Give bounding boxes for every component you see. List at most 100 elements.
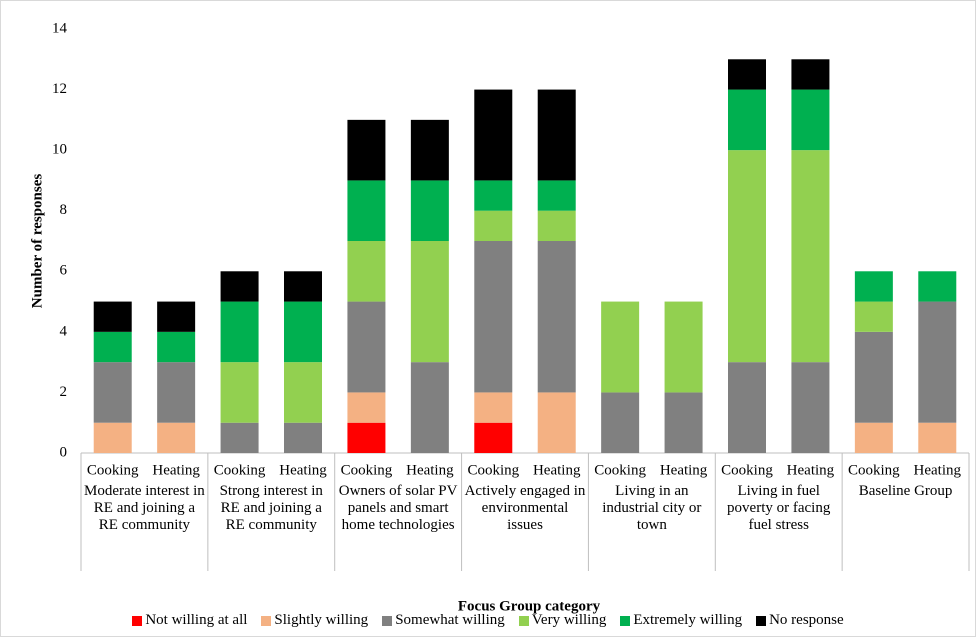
group-label: Strong interest in RE and joining a RE c… (219, 483, 323, 533)
group-label: Living in an industrial city or town (602, 483, 702, 533)
y-tick-label: 6 (60, 263, 68, 279)
bar-segment (93, 331, 132, 363)
bar-segment (410, 119, 449, 181)
x-tick-label: Heating (914, 462, 962, 478)
legend-item: No response (756, 612, 844, 629)
bar-segment (474, 180, 513, 211)
x-tick-label: Cooking (594, 462, 646, 478)
bar-segment (664, 301, 703, 393)
bar-segment (728, 362, 766, 453)
bar-segment (791, 89, 830, 151)
y-tick-label: 10 (52, 142, 67, 158)
bar-segment (537, 89, 576, 181)
bar-segment (791, 59, 830, 90)
bar-segment (347, 119, 386, 181)
bar-segment (284, 301, 322, 363)
legend-item: Very willing (518, 612, 607, 629)
bar-segment (728, 59, 766, 90)
bar-segment (220, 422, 259, 453)
x-tick-label: Cooking (214, 462, 266, 478)
legend-swatch (261, 615, 272, 626)
bar-segment (220, 271, 259, 302)
bar-segment (347, 180, 386, 241)
legend-item: Extremely willing (620, 612, 742, 629)
x-axis-title: Focus Group category (458, 598, 601, 614)
x-tick-label: Heating (152, 462, 200, 478)
y-tick-label: 14 (52, 20, 68, 36)
bar-segment (157, 422, 196, 453)
bar-segment (918, 271, 957, 302)
legend: Not willing at all Slightly willing Somewh… (1, 612, 975, 629)
bar-segment (347, 241, 386, 302)
legend-label: Slightly willing (274, 612, 369, 628)
bar-segment (474, 422, 513, 453)
bar-segment (791, 150, 830, 363)
bar-segment (93, 422, 132, 453)
bar-segment (347, 422, 386, 453)
bar-segment (410, 362, 449, 453)
legend-item: Not willing at all (132, 612, 247, 629)
bar-segment (284, 271, 322, 302)
bar-segment (157, 362, 196, 423)
y-tick-label: 4 (60, 323, 68, 339)
bar-segment (537, 210, 576, 241)
bar-segment (791, 362, 830, 453)
bar-segment (347, 301, 386, 393)
bar-segment (728, 150, 766, 363)
legend-swatch (132, 615, 143, 626)
bar-segment (284, 422, 322, 453)
x-tick-label: Heating (660, 462, 708, 478)
group-label: Owners of solar PV panels and smart home… (338, 483, 458, 533)
bar-segment (410, 180, 449, 241)
bar-segment (410, 241, 449, 363)
legend-label: No response (769, 612, 844, 628)
x-tick-label: Heating (279, 462, 327, 478)
bar-segment (93, 362, 132, 423)
bar-segment (601, 301, 640, 393)
x-tick-label: Heating (533, 462, 581, 478)
y-axis-title: Number of responses (29, 174, 45, 309)
legend-swatch (382, 615, 393, 626)
bar-segment (93, 301, 132, 332)
bar-segment (474, 89, 513, 181)
bar-segment (537, 180, 576, 211)
bar-segment (474, 210, 513, 241)
y-tick-label: 0 (60, 444, 68, 460)
bar-segment (918, 422, 957, 453)
group-label: Living in fuel poverty or facing fuel st… (727, 483, 831, 533)
legend-swatch (518, 615, 529, 626)
x-tick-label: Heating (787, 462, 835, 478)
x-tick-label: Cooking (721, 462, 773, 478)
legend-label: Not willing at all (145, 612, 248, 628)
bar-segment (918, 301, 957, 423)
bar-segment (854, 331, 893, 423)
y-tick-label: 8 (60, 202, 68, 218)
bar-segment (664, 392, 703, 453)
y-tick-label: 12 (52, 81, 67, 97)
bar-segment (157, 301, 196, 332)
bar-segment (474, 392, 513, 423)
legend-item: Somewhat willing (382, 612, 505, 629)
legend-label: Very willing (531, 612, 607, 628)
x-tick-label: Heating (406, 462, 454, 478)
bar-segment (347, 392, 386, 423)
group-label: Actively engaged in environmental issues (464, 483, 586, 533)
bar-segment (474, 241, 513, 393)
legend-label: Extremely willing (633, 612, 743, 628)
bar-segment (537, 392, 576, 453)
legend-swatch (620, 615, 631, 626)
y-tick-label: 2 (60, 384, 68, 400)
bar-segment (728, 89, 766, 151)
x-tick-label: Cooking (848, 462, 900, 478)
bar-segment (537, 241, 576, 393)
bar-segment (854, 271, 893, 302)
x-tick-label: Cooking (87, 462, 139, 478)
bar-segment (157, 331, 196, 363)
group-label: Moderate interest in RE and joining a RE… (84, 483, 205, 533)
bar-segment (284, 362, 322, 423)
x-tick-label: Cooking (467, 462, 519, 478)
legend-swatch (756, 615, 767, 626)
bar-segment (854, 301, 893, 332)
